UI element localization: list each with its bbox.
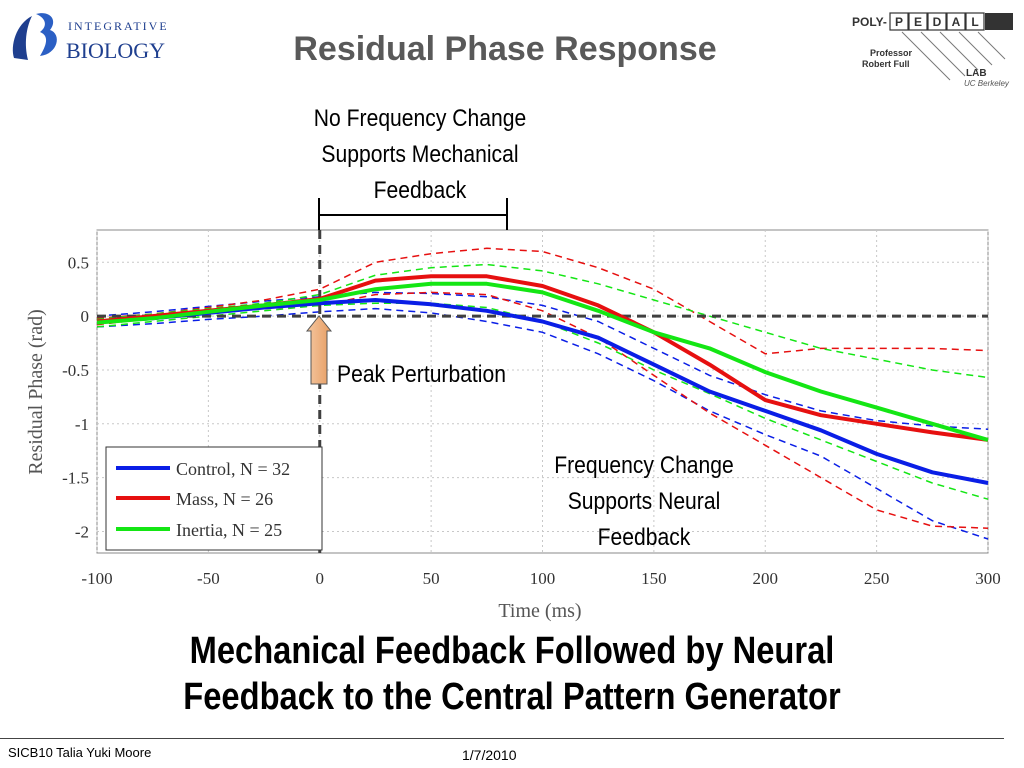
y-tick-label: -1 [75, 415, 89, 434]
logo-b-icon [36, 13, 57, 56]
logo-line2: BIOLOGY [66, 38, 165, 63]
lab-professor-name: Robert Full [862, 59, 910, 69]
lab-letter-e: E [914, 15, 922, 29]
annotation-neural-line2: Supports Neural [568, 488, 721, 515]
lab-letter-a: A [952, 15, 961, 29]
series-line-control-lower [96, 307, 989, 540]
annotation-neural-line1: Frequency Change [554, 452, 734, 479]
logo-line1: INTEGRATIVE [68, 19, 166, 33]
peak-perturbation-annotation: Peak Perturbation [305, 315, 506, 388]
slide-headline: Mechanical Feedback Followed by Neural F… [123, 628, 900, 720]
lab-letter-boxes: P E D A L [889, 12, 1013, 31]
x-tick-label: 0 [316, 569, 325, 588]
x-axis-label: Time (ms) [498, 600, 581, 622]
lab-professor: Professor [870, 48, 913, 58]
x-tick-label: 50 [423, 569, 440, 588]
chart-legend: Control, N = 32 Mass, N = 26 Inertia, N … [105, 446, 323, 551]
lab-letter-d: D [933, 15, 942, 29]
footer-divider [0, 738, 1004, 739]
legend-label-mass: Mass, N = 26 [176, 489, 273, 509]
lab-diagonal-lines [901, 31, 1006, 81]
lab-prefix: POLY- [852, 15, 887, 29]
series-line-mass-upper [96, 247, 989, 355]
y-tick-label: -0.5 [62, 361, 89, 380]
grid-lines [96, 230, 989, 553]
annotation-neural-line3: Feedback [598, 524, 691, 551]
y-tick-label: -2 [75, 522, 89, 541]
y-axis-label: Residual Phase (rad) [25, 309, 47, 475]
lab-letter-l: L [971, 15, 978, 29]
y-tick-label: 0 [81, 307, 90, 326]
annotation-top-line2: Supports Mechanical [321, 141, 518, 168]
x-tick-label: -50 [197, 569, 220, 588]
x-tick-label: 200 [753, 569, 779, 588]
legend-label-inertia: Inertia, N = 25 [176, 520, 282, 540]
footer-author: SICB10 Talia Yuki Moore [8, 745, 152, 760]
x-tick-label: 250 [864, 569, 890, 588]
legend-box [105, 446, 323, 551]
headline-line2: Feedback to the Central Pattern Generato… [183, 676, 841, 718]
series-line-inertia-upper [96, 263, 989, 379]
annotation-top-line3: Feedback [374, 177, 467, 204]
x-tick-labels: -100 -50 0 50 100 150 200 250 300 [81, 569, 1000, 588]
x-tick-label: -100 [81, 569, 112, 588]
logo-swirl-icon [12, 16, 33, 60]
mechanical-feedback-annotation: No Frequency Change Supports Mechanical … [314, 105, 526, 230]
footer-date: 1/7/2010 [462, 747, 517, 763]
x-tick-label: 100 [530, 569, 556, 588]
x-tick-label: 150 [641, 569, 667, 588]
annotation-peak: Peak Perturbation [337, 361, 506, 388]
y-tick-label: 0.5 [68, 253, 89, 272]
mean-lines [96, 274, 989, 485]
series-line-inertia-mean [96, 281, 989, 442]
annotation-top-line1: No Frequency Change [314, 105, 526, 132]
up-arrow-icon [305, 315, 333, 385]
lab-affiliation: UC Berkeley [964, 79, 1010, 88]
legend-label-control: Control, N = 32 [176, 459, 290, 479]
residual-phase-chart: -100 -50 0 50 100 150 200 250 300 0.5 0 -0.5 -1 -1.5… [25, 105, 1001, 622]
y-tick-label: -1.5 [62, 469, 89, 488]
lab-label: LAB [966, 68, 987, 79]
slide-title: Residual Phase Response [293, 30, 717, 68]
neural-feedback-annotation: Frequency Change Supports Neural Feedbac… [554, 452, 734, 551]
polypedal-lab-logo: POLY- P E D A L Professor Robert Full LA… [852, 12, 1013, 88]
headline-line1: Mechanical Feedback Followed by Neural [189, 630, 835, 672]
lab-letter-p: P [895, 15, 903, 29]
y-tick-labels: 0.5 0 -0.5 -1 -1.5 -2 [62, 253, 89, 541]
x-tick-label: 300 [975, 569, 1001, 588]
integrative-biology-logo: INTEGRATIVE BIOLOGY [12, 13, 166, 63]
